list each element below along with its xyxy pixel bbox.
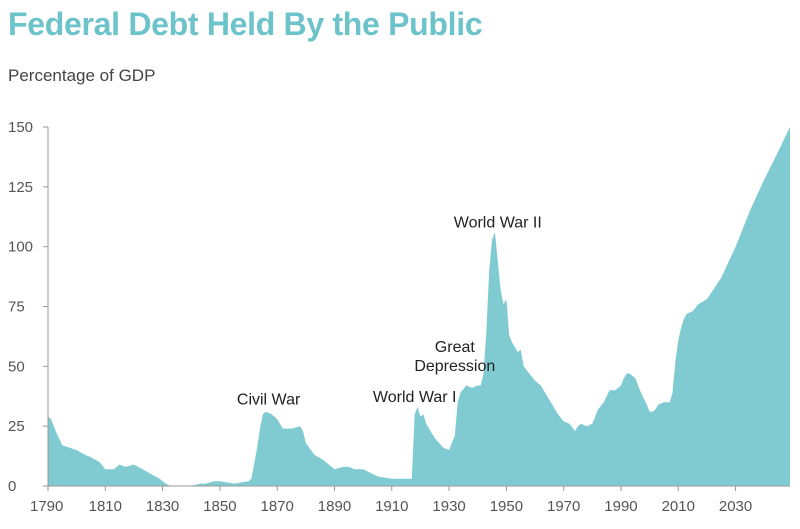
x-tick-label: 1850 xyxy=(203,498,236,515)
x-tick-label: 1910 xyxy=(375,498,408,515)
chart-subtitle: Percentage of GDP xyxy=(8,66,156,85)
y-tick-label: 25 xyxy=(8,418,25,435)
annotation-label: Civil War xyxy=(237,392,301,409)
annotation-label: World War I xyxy=(373,389,457,406)
y-tick-label: 100 xyxy=(8,239,33,256)
x-tick-label: 1890 xyxy=(318,498,351,515)
y-tick-label: 125 xyxy=(8,179,33,196)
chart-title: Federal Debt Held By the Public xyxy=(8,6,483,42)
x-tick-label: 1990 xyxy=(604,498,637,515)
y-tick-label: 75 xyxy=(8,299,25,316)
x-tick-label: 1810 xyxy=(89,498,122,515)
x-tick-label: 1930 xyxy=(432,498,465,515)
x-tick-label: 2010 xyxy=(662,498,695,515)
annotation-label: Depression xyxy=(414,358,495,375)
x-tick-label: 1950 xyxy=(490,498,523,515)
x-tick-label: 1870 xyxy=(261,498,294,515)
x-tick-label: 2030 xyxy=(719,498,752,515)
x-tick-label: 1830 xyxy=(146,498,179,515)
debt-area xyxy=(48,127,790,486)
y-tick-label: 0 xyxy=(8,478,16,495)
annotation-label: Great xyxy=(435,339,476,356)
x-tick-label: 1970 xyxy=(547,498,580,515)
x-tick-label: 1790 xyxy=(30,498,63,515)
annotation-label: World War II xyxy=(454,215,542,232)
y-tick-label: 50 xyxy=(8,358,25,375)
y-tick-label: 150 xyxy=(8,119,33,136)
